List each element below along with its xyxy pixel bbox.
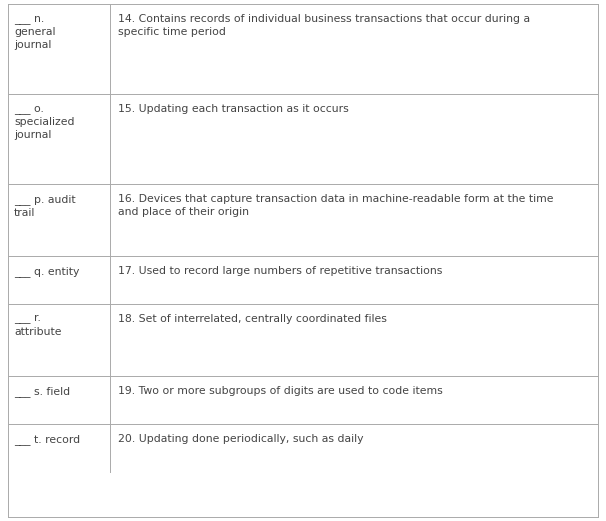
Text: 17. Used to record large numbers of repetitive transactions: 17. Used to record large numbers of repe… — [118, 266, 442, 276]
Text: ___ t. record: ___ t. record — [14, 434, 80, 445]
Text: 19. Two or more subgroups of digits are used to code items: 19. Two or more subgroups of digits are … — [118, 386, 443, 396]
Text: 14. Contains records of individual business transactions that occur during a
spe: 14. Contains records of individual busin… — [118, 14, 530, 37]
Text: ___ p. audit
trail: ___ p. audit trail — [14, 194, 76, 218]
Text: 15. Updating each transaction as it occurs: 15. Updating each transaction as it occu… — [118, 104, 348, 114]
Text: 16. Devices that capture transaction data in machine-readable form at the time
a: 16. Devices that capture transaction dat… — [118, 194, 553, 217]
Text: ___ o.
specialized
journal: ___ o. specialized journal — [14, 104, 75, 140]
Text: ___ n.
general
journal: ___ n. general journal — [14, 14, 56, 51]
Text: ___ r.
attribute: ___ r. attribute — [14, 314, 61, 337]
Text: ___ s. field: ___ s. field — [14, 386, 70, 397]
Text: ___ q. entity: ___ q. entity — [14, 266, 79, 277]
Text: 20. Updating done periodically, such as daily: 20. Updating done periodically, such as … — [118, 434, 364, 444]
Text: 18. Set of interrelated, centrally coordinated files: 18. Set of interrelated, centrally coord… — [118, 314, 387, 324]
